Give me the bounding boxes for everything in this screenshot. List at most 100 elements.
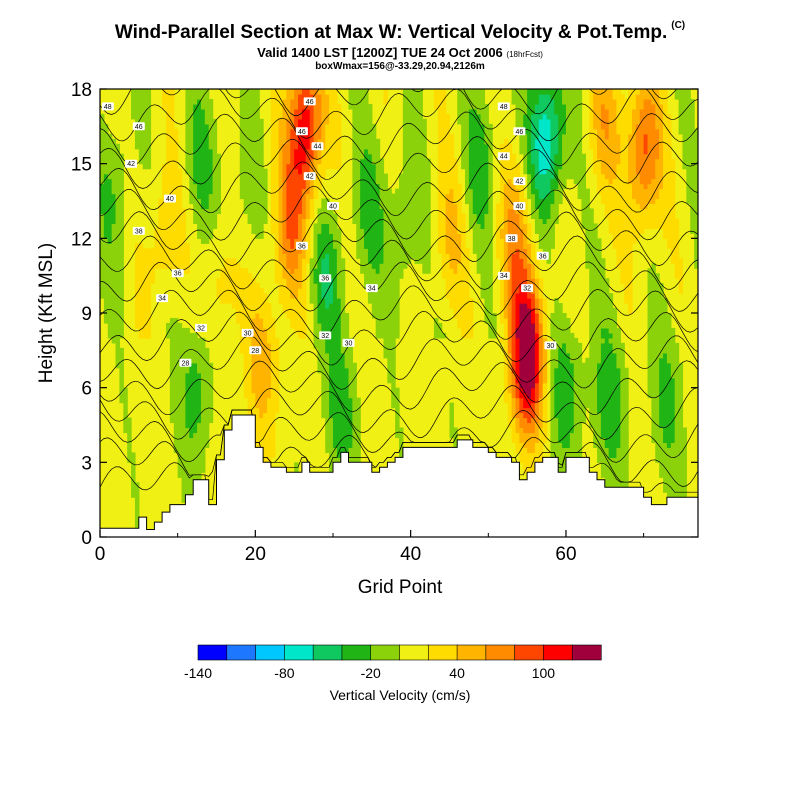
velocity-cell — [348, 357, 353, 364]
velocity-cell — [301, 188, 307, 195]
velocity-cell — [313, 138, 319, 145]
velocity-cell — [360, 233, 365, 239]
velocity-cell — [115, 308, 121, 314]
velocity-cell — [348, 452, 353, 458]
velocity-cell — [332, 313, 338, 319]
velocity-cell — [259, 188, 264, 195]
velocity-cell — [364, 118, 369, 125]
velocity-cell — [290, 153, 295, 160]
velocity-cell — [239, 288, 245, 294]
velocity-cell — [138, 89, 144, 95]
velocity-cell — [496, 238, 501, 244]
velocity-cell — [534, 342, 540, 349]
velocity-cell — [216, 293, 221, 299]
velocity-cell — [531, 188, 536, 195]
velocity-cell — [348, 103, 353, 110]
velocity-cell — [134, 89, 140, 95]
velocity-cell — [367, 223, 373, 229]
velocity-cell — [294, 322, 299, 329]
velocity-cell — [294, 133, 299, 140]
velocity-cell — [177, 392, 183, 399]
velocity-cell — [247, 183, 253, 190]
velocity-cell — [484, 268, 489, 274]
velocity-cell — [251, 198, 256, 205]
velocity-cell — [371, 268, 377, 274]
velocity-cell — [519, 437, 524, 444]
velocity-cell — [259, 407, 264, 414]
velocity-cell — [484, 163, 489, 170]
velocity-cell — [255, 293, 260, 299]
velocity-cell — [177, 347, 183, 354]
velocity-cell — [243, 377, 249, 384]
velocity-cell — [542, 427, 548, 434]
velocity-cell — [449, 243, 454, 249]
velocity-cell — [461, 123, 466, 130]
velocity-cell — [488, 308, 493, 314]
velocity-cell — [523, 382, 528, 389]
velocity-cell — [340, 357, 346, 364]
velocity-cell — [177, 213, 183, 220]
velocity-cell — [531, 397, 536, 404]
velocity-cell — [263, 452, 268, 458]
velocity-cell — [426, 268, 431, 274]
velocity-cell — [115, 158, 121, 165]
velocity-cell — [515, 362, 520, 369]
velocity-cell — [290, 178, 295, 185]
velocity-cell — [263, 377, 268, 384]
velocity-cell — [286, 268, 291, 274]
velocity-cell — [305, 128, 311, 135]
velocity-cell — [414, 168, 420, 175]
velocity-cell — [251, 342, 256, 349]
velocity-cell — [274, 377, 280, 384]
velocity-cell — [142, 258, 148, 264]
velocity-cell — [255, 213, 260, 220]
velocity-cell — [259, 352, 264, 359]
velocity-cell — [492, 332, 497, 339]
velocity-cell — [336, 313, 342, 319]
velocity-cell — [519, 103, 524, 110]
velocity-cell — [317, 347, 322, 354]
velocity-cell — [453, 228, 458, 234]
velocity-cell — [193, 93, 198, 100]
velocity-cell — [531, 382, 536, 389]
velocity-cell — [239, 108, 245, 115]
velocity-cell — [329, 123, 334, 130]
velocity-cell — [523, 427, 528, 434]
velocity-cell — [414, 108, 420, 115]
velocity-cell — [239, 322, 245, 329]
velocity-cell — [100, 168, 105, 175]
velocity-cell — [177, 223, 183, 229]
velocity-cell — [550, 362, 555, 369]
velocity-cell — [538, 303, 544, 309]
velocity-cell — [270, 357, 276, 364]
velocity-cell — [235, 298, 241, 304]
velocity-cell — [503, 223, 509, 229]
velocity-cell — [313, 133, 319, 140]
velocity-cell — [286, 188, 291, 195]
velocity-cell — [270, 163, 276, 170]
velocity-cell — [395, 258, 400, 264]
velocity-cell — [453, 183, 458, 190]
velocity-cell — [457, 223, 462, 229]
velocity-cell — [119, 392, 124, 399]
velocity-cell — [336, 377, 342, 384]
velocity-cell — [523, 228, 528, 234]
velocity-cell — [305, 133, 311, 140]
velocity-cell — [158, 223, 163, 229]
velocity-cell — [329, 133, 334, 140]
velocity-cell — [367, 108, 373, 115]
velocity-cell — [519, 243, 524, 249]
velocity-cell — [465, 288, 470, 294]
velocity-cell — [204, 392, 210, 399]
velocity-cell — [476, 93, 482, 100]
velocity-cell — [476, 243, 482, 249]
velocity-cell — [301, 203, 307, 210]
velocity-cell — [100, 268, 105, 274]
velocity-cell — [383, 248, 388, 254]
velocity-cell — [352, 392, 357, 399]
velocity-cell — [162, 228, 167, 234]
velocity-cell — [445, 243, 451, 249]
velocity-cell — [177, 447, 183, 453]
velocity-cell — [247, 298, 253, 304]
velocity-cell — [150, 268, 155, 274]
